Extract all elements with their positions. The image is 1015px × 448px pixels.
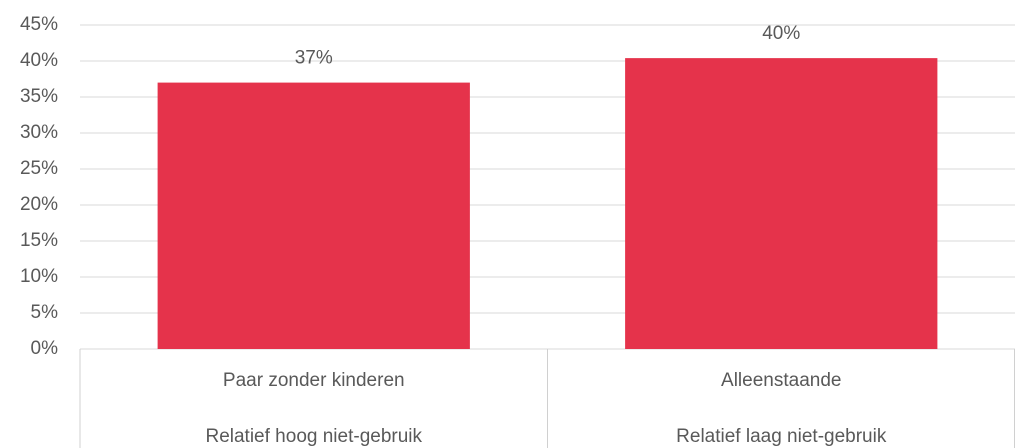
y-tick-label: 20% (20, 194, 58, 215)
y-tick-label: 40% (20, 50, 58, 71)
y-tick-label: 0% (31, 338, 59, 359)
y-tick-label: 35% (20, 86, 58, 107)
y-tick-label: 25% (20, 158, 58, 179)
bar (625, 58, 938, 350)
y-tick-label: 15% (20, 230, 58, 251)
y-tick-label: 45% (20, 14, 58, 35)
data-label: 37% (295, 48, 333, 69)
x-tick-label: Paar zonder kinderen (223, 370, 405, 391)
data-label: 40% (762, 23, 800, 44)
group-label: Relatief laag niet-gebruik (676, 426, 887, 447)
x-tick-label: Alleenstaande (721, 370, 841, 391)
y-tick-label: 5% (31, 302, 59, 323)
group-label: Relatief hoog niet-gebruik (205, 426, 422, 447)
bar (157, 82, 470, 349)
y-tick-label: 30% (20, 122, 58, 143)
y-tick-label: 10% (20, 266, 58, 287)
